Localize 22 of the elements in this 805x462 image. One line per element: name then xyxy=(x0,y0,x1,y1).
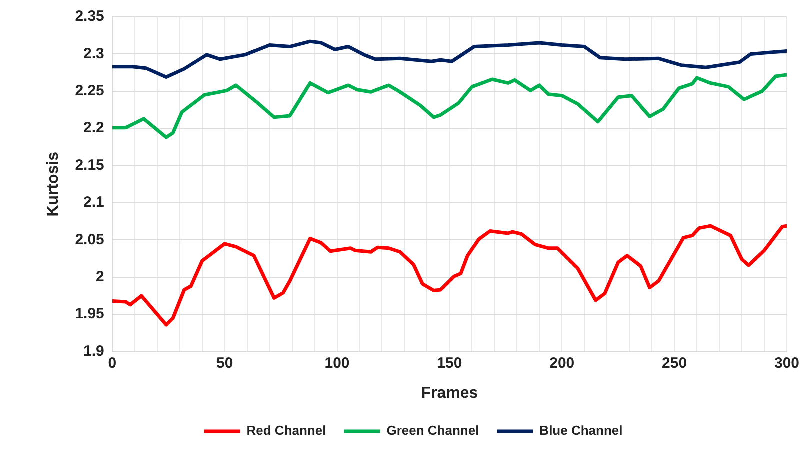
x-tick-label: 150 xyxy=(437,354,462,372)
y-tick-label: 2.35 xyxy=(75,8,104,26)
legend-label: Green Channel xyxy=(386,423,480,438)
y-tick-label: 1.9 xyxy=(84,342,104,360)
y-tick-label: 2 xyxy=(96,268,104,286)
legend-label: Blue Channel xyxy=(540,423,623,438)
y-axis-title: Kurtosis xyxy=(45,152,62,217)
y-tick-label: 2.25 xyxy=(75,82,104,100)
x-tick-label: 300 xyxy=(774,354,800,372)
y-tick-label: 2.15 xyxy=(75,156,104,174)
x-tick-label: 250 xyxy=(662,354,688,372)
y-tick-label: 2.05 xyxy=(75,231,104,248)
y-tick-label: 1.95 xyxy=(75,306,104,323)
y-tick-label: 2.1 xyxy=(84,194,104,212)
x-tick-label: 50 xyxy=(216,354,234,372)
x-tick-label: 100 xyxy=(324,354,350,372)
y-tick-label: 2.2 xyxy=(84,120,104,137)
y-tick-label: 2.3 xyxy=(84,45,104,62)
x-axis-title: Frames xyxy=(421,384,478,402)
x-tick-label: 0 xyxy=(108,354,117,372)
x-tick-label: 200 xyxy=(550,354,575,372)
legend-label: Red Channel xyxy=(246,423,326,438)
